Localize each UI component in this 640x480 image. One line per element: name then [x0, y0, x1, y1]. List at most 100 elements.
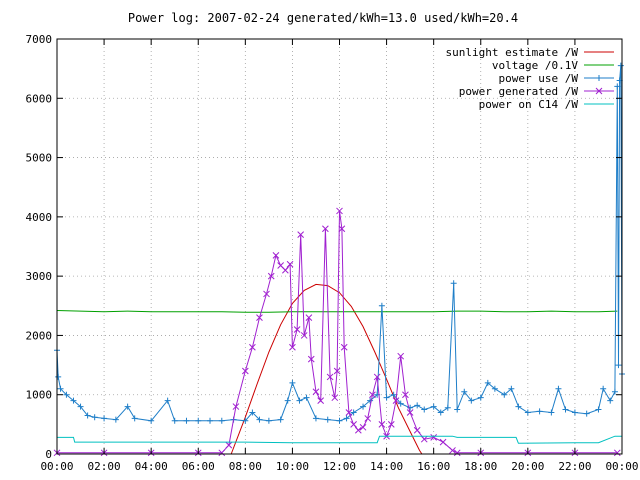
x-tick-label: 20:00 [511, 460, 544, 473]
data-point-plus [484, 379, 491, 386]
data-point-cross [297, 231, 305, 238]
data-point-plus [555, 385, 562, 392]
data-point-plus [242, 417, 249, 424]
data-point-plus [207, 417, 214, 424]
data-point-plus [468, 397, 475, 404]
data-point-plus [289, 379, 296, 386]
data-point-cross [312, 388, 320, 396]
data-point-cross [218, 449, 226, 457]
data-point-cross [289, 343, 296, 351]
data-point-cross [305, 314, 313, 321]
data-point-cross [256, 314, 263, 321]
data-point-plus [407, 404, 414, 411]
data-point-cross [293, 326, 301, 333]
data-point-cross [286, 260, 294, 268]
data-point-plus [218, 417, 225, 424]
data-point-plus [611, 388, 618, 395]
data-point-cross [373, 373, 381, 381]
data-point-cross [364, 415, 372, 422]
data-point-cross [326, 373, 334, 381]
data-point-plus [84, 412, 91, 419]
data-point-cross [225, 441, 233, 449]
data-point-plus [477, 394, 484, 401]
series-line-4 [57, 210, 618, 454]
x-tick-label: 22:00 [558, 460, 591, 473]
data-point-cross [331, 394, 339, 402]
data-point-plus [350, 409, 357, 416]
data-point-cross [350, 421, 357, 428]
data-point-cross [338, 225, 346, 233]
data-point-plus [183, 417, 190, 424]
data-point-plus [249, 409, 256, 416]
x-tick-label: 10:00 [276, 460, 309, 473]
data-point-plus [461, 388, 468, 395]
legend-label-3: power use /W [499, 72, 579, 85]
data-point-plus [454, 406, 461, 413]
data-point-plus [324, 416, 331, 423]
x-tick-label: 16:00 [417, 460, 450, 473]
data-point-plus [515, 403, 522, 410]
ticks: 0 1000 2000 3000 4000 5000 6000 7000 00:00 02:00 0… [26, 33, 639, 473]
data-point-cross [402, 391, 409, 399]
data-point-plus [336, 417, 343, 424]
x-tick-label: 02:00 [88, 460, 121, 473]
data-point-cross [354, 426, 362, 434]
y-tick-label: 1000 [26, 389, 53, 402]
series-line-5 [57, 435, 622, 444]
data-point-plus [508, 385, 515, 392]
data-point-cross [387, 421, 395, 428]
data-point-cross [369, 391, 376, 399]
data-point-cross [595, 87, 603, 95]
series-line-1 [230, 283, 423, 455]
data-point-plus [583, 410, 590, 417]
y-tick-label: 7000 [26, 33, 53, 46]
x-tick-label: 06:00 [182, 460, 215, 473]
data-point-cross [392, 397, 400, 404]
data-point-plus [70, 397, 77, 404]
data-point-plus [343, 415, 350, 422]
data-point-cross [267, 272, 275, 280]
data-point-plus [55, 373, 62, 380]
data-point-cross [413, 426, 421, 434]
data-point-plus [437, 409, 444, 416]
data-point-plus [595, 406, 602, 413]
data-point-cross [613, 449, 621, 457]
data-point-plus [548, 409, 555, 416]
data-point-plus [562, 406, 569, 413]
legend-label-1: sunlight estimate /W [446, 46, 579, 59]
series-line-2 [56, 310, 618, 313]
data-point-cross [249, 343, 256, 351]
x-tick-label: 12:00 [323, 460, 356, 473]
x-tick-label: 04:00 [135, 460, 168, 473]
data-point-cross [241, 367, 249, 375]
data-point-plus [131, 415, 138, 422]
data-point-plus [164, 397, 171, 404]
x-tick-label: 00:00 [40, 460, 73, 473]
data-point-plus [571, 409, 578, 416]
data-point-plus [491, 385, 498, 392]
data-point-cross [449, 447, 456, 454]
data-point-cross [232, 403, 240, 410]
data-point-cross [397, 352, 405, 360]
y-tick-label: 2000 [26, 329, 53, 342]
data-point-plus [536, 408, 543, 415]
data-point-plus [265, 417, 272, 424]
chart-title: Power log: 2007-02-24 generated/kWh=13.0… [128, 11, 518, 25]
data-point-cross [300, 332, 308, 339]
data-point-plus [414, 402, 421, 409]
data-point-plus [171, 417, 178, 424]
legend-label-2: voltage /0.1V [492, 59, 578, 72]
data-point-plus [195, 417, 202, 424]
data-point-cross [359, 423, 367, 431]
data-point-plus [91, 414, 98, 421]
data-point-cross [307, 355, 315, 363]
data-point-plus [57, 385, 64, 392]
data-point-cross [333, 367, 341, 375]
data-point-plus [63, 391, 70, 398]
data-point-plus [101, 415, 108, 422]
legend-label-5: power on C14 /W [479, 98, 579, 111]
x-tick-label: 18:00 [464, 460, 497, 473]
data-point-plus [360, 403, 367, 410]
